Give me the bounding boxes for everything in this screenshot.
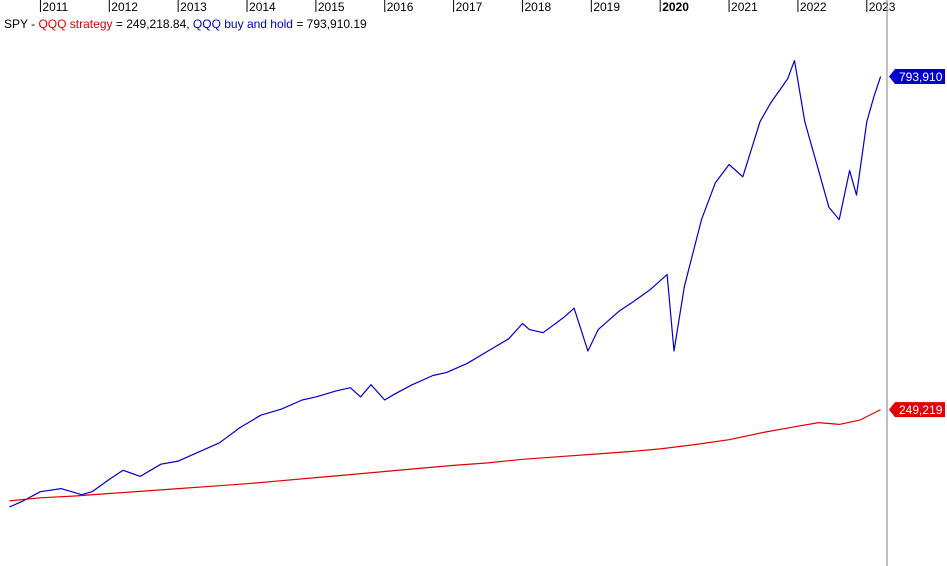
legend-strategy-label: QQQ strategy <box>38 17 113 31</box>
legend-strategy-value: 249,218.84 <box>126 17 187 31</box>
year-label: 2017 <box>456 0 483 14</box>
x-axis-year-labels: 2011 2012 2013 2014 2015 2016 2017 2018 2019 2020… <box>39 0 896 14</box>
year-label: 2018 <box>524 0 551 14</box>
series-layer <box>9 60 882 508</box>
legend-separator: - <box>27 17 39 31</box>
year-label: 2020 <box>662 0 689 14</box>
year-label: 2014 <box>249 0 276 14</box>
year-label: 2022 <box>800 0 827 14</box>
strategy-line <box>9 409 881 502</box>
legend-symbol: SPY <box>4 17 28 31</box>
legend-strategy-eq: = <box>112 17 127 31</box>
year-label: 2013 <box>180 0 207 14</box>
year-label: 2011 <box>42 0 68 14</box>
value-tags: 793,910 249,219 <box>889 69 945 418</box>
legend-buyhold-label: QQQ buy and hold <box>192 17 293 31</box>
strategy-value-tag: 249,219 <box>889 402 945 418</box>
year-label: 2023 <box>869 0 896 14</box>
chart-legend: SPY - QQQ strategy = 249,218.84, QQQ buy… <box>4 17 367 31</box>
value-tag-text: 793,910 <box>899 70 943 84</box>
legend-buyhold-value: 793,910.19 <box>306 17 367 31</box>
year-label: 2012 <box>111 0 138 14</box>
buyhold-value-tag: 793,910 <box>889 69 945 85</box>
value-tag-shape <box>889 402 945 418</box>
legend-comma: , <box>186 17 193 31</box>
year-label: 2016 <box>387 0 414 14</box>
year-label: 2015 <box>318 0 345 14</box>
year-label: 2019 <box>593 0 620 14</box>
year-label: 2021 <box>731 0 758 14</box>
buyhold-line <box>9 60 882 508</box>
value-tag-shape <box>889 69 945 85</box>
value-tag-text: 249,219 <box>899 403 943 417</box>
legend-buyhold-eq: = <box>292 17 307 31</box>
